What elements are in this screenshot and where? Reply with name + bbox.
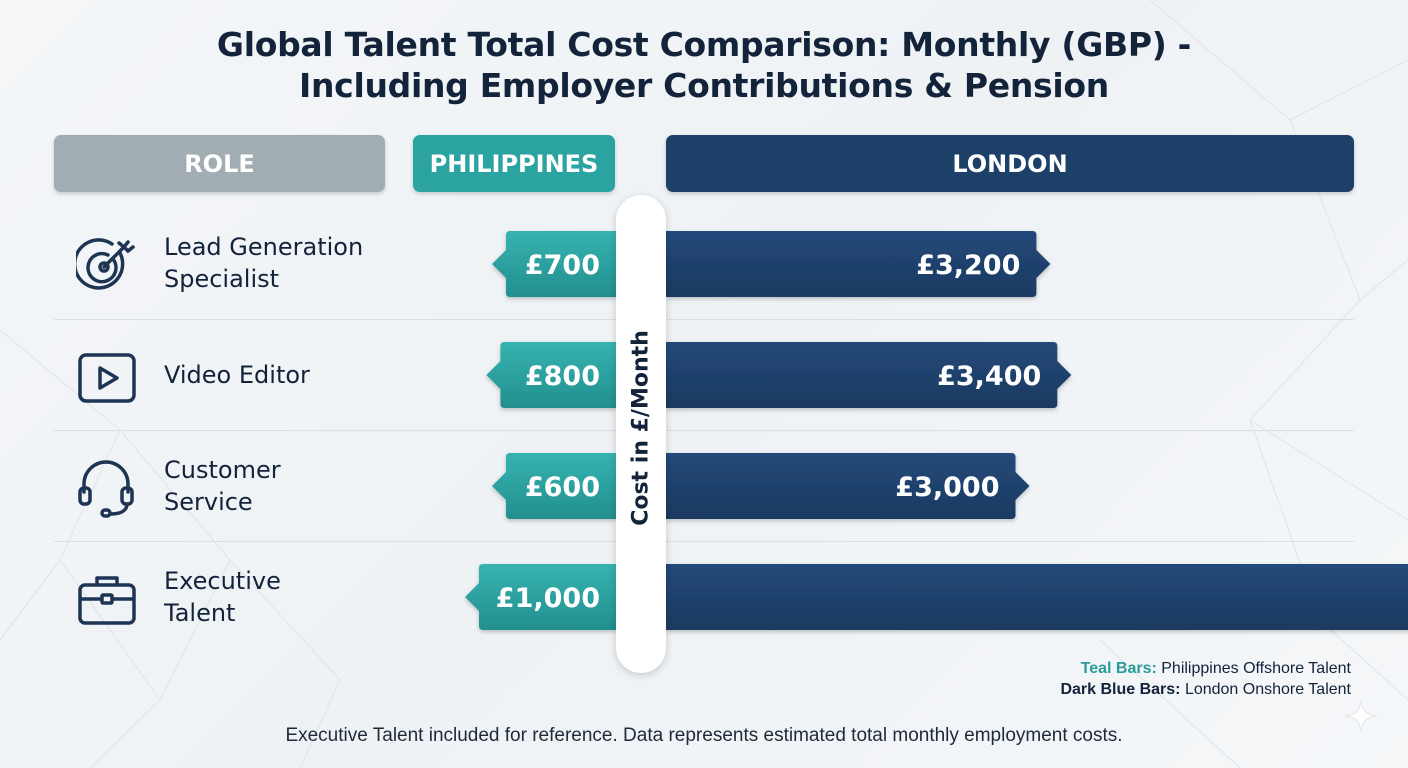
legend-navy-text: London Onshore Talent — [1184, 681, 1351, 698]
row-divider — [54, 541, 1354, 542]
role-row-video-editor: Video Editor — [54, 320, 614, 430]
axis-pill — [616, 195, 666, 673]
role-label-line: Customer — [164, 456, 281, 484]
role-row-lead-generation: Lead Generation Specialist — [54, 208, 614, 318]
philippines-column-header: PHILIPPINES — [413, 135, 615, 192]
legend-teal-key: Teal Bars: — [1080, 660, 1157, 677]
legend-navy-key: Dark Blue Bars: — [1060, 681, 1181, 698]
role-column-header: ROLE — [54, 135, 385, 192]
role-row-customer-service: Customer Service — [54, 431, 614, 541]
london-bar — [666, 342, 1072, 408]
legend-navy: Dark Blue Bars: London Onshore Talent — [1060, 679, 1351, 700]
axis-label: Cost in £/Month — [628, 330, 654, 526]
philippines-bar — [465, 564, 616, 630]
philippines-bar — [486, 342, 616, 408]
london-column-header: LONDON — [666, 135, 1354, 192]
row-divider — [54, 319, 1354, 320]
role-label-line: Lead Generation — [164, 233, 364, 261]
london-bar — [666, 453, 1030, 519]
briefcase-icon — [78, 576, 136, 625]
role-row-executive-talent: Executive Talent — [54, 542, 614, 652]
legend-teal-text: Philippines Offshore Talent — [1161, 660, 1351, 677]
video-play-icon — [78, 353, 136, 403]
target-icon — [76, 238, 135, 290]
philippines-value-label: £700 — [525, 250, 600, 281]
role-label-line: Specialist — [164, 265, 280, 293]
legend-teal: Teal Bars: Philippines Offshore Talent — [1060, 658, 1351, 679]
headset-icon — [78, 460, 134, 518]
row-divider — [54, 430, 1354, 431]
london-bar — [666, 231, 1051, 297]
role-label-line: Video Editor — [164, 361, 310, 389]
title-line-1: Global Talent Total Cost Comparison: Mon… — [216, 25, 1192, 64]
role-label-line: Service — [164, 488, 253, 516]
philippines-value-label: £600 — [525, 472, 600, 503]
london-value-label: £3,200 — [916, 250, 1020, 281]
title-line-2: Including Employer Contributions & Pensi… — [299, 66, 1109, 105]
footnote: Executive Talent included for reference.… — [285, 725, 1123, 746]
legend: Teal Bars: Philippines Offshore Talent D… — [1060, 658, 1351, 700]
role-label-line: Talent — [164, 599, 236, 627]
role-label-line: Executive — [164, 567, 281, 595]
philippines-value-label: £1,000 — [496, 583, 600, 614]
philippines-value-label: £800 — [525, 361, 600, 392]
chart-title: Global Talent Total Cost Comparison: Mon… — [0, 24, 1408, 106]
philippines-bar — [492, 453, 616, 519]
london-value-label: £3,400 — [937, 361, 1041, 392]
sparkle-icon — [1344, 699, 1378, 733]
london-bar — [666, 564, 1408, 630]
london-value-label: £3,000 — [895, 472, 999, 503]
philippines-bar — [492, 231, 616, 297]
